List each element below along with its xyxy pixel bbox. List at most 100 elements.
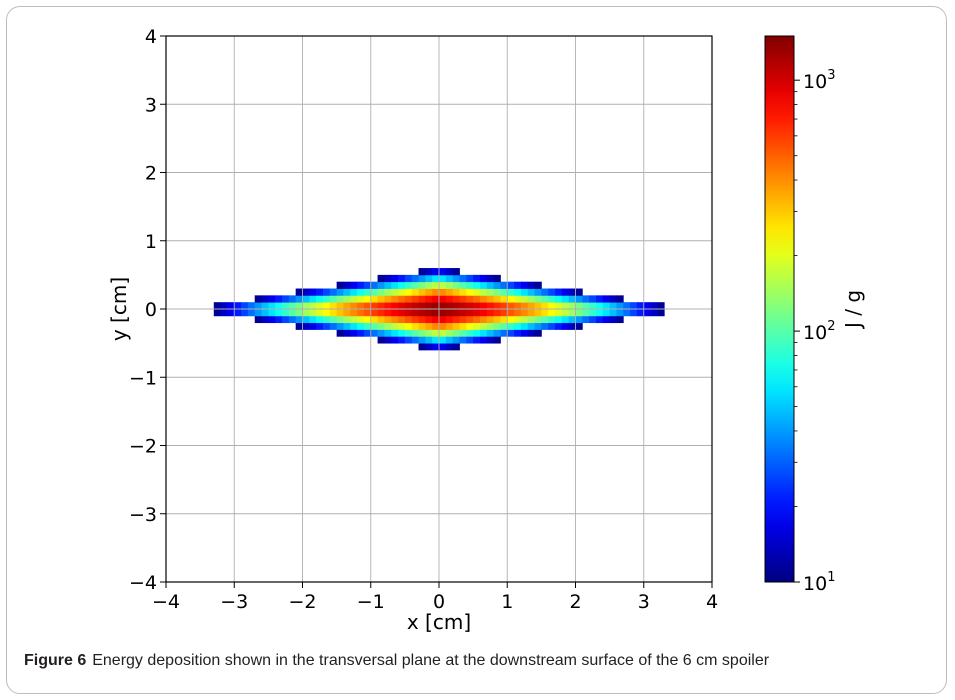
- heat-cell: [459, 274, 467, 283]
- heat-cell: [582, 302, 590, 310]
- heat-cell: [363, 288, 372, 296]
- heat-cell: [241, 309, 249, 317]
- heat-cell: [336, 309, 344, 317]
- heat-cell: [425, 288, 433, 296]
- heat-cell: [582, 315, 590, 324]
- heat-cell: [527, 329, 535, 337]
- heat-cell: [377, 288, 385, 296]
- heat-cell: [445, 268, 454, 276]
- heat-cell: [561, 315, 570, 324]
- heat-cell: [391, 309, 399, 317]
- heat-cell: [486, 288, 495, 296]
- heat-cell: [227, 309, 235, 317]
- heat-cell: [391, 336, 399, 344]
- heat-cell: [425, 268, 433, 276]
- heat-cell: [357, 309, 365, 317]
- heat-cell: [411, 295, 419, 303]
- heat-cell: [500, 322, 508, 330]
- heat-cell: [493, 329, 501, 337]
- heat-cell: [473, 295, 481, 303]
- heat-cell: [514, 309, 522, 317]
- y-axis-label: y [cm]: [107, 277, 131, 341]
- heat-cell: [520, 315, 529, 324]
- heat-cell: [384, 315, 392, 324]
- heat-cell: [343, 281, 351, 289]
- heat-cell: [398, 302, 406, 310]
- grid-lines: [166, 36, 712, 582]
- heat-cell: [548, 315, 556, 324]
- heat-cell: [432, 309, 440, 317]
- heat-cell: [425, 315, 433, 324]
- heat-cell: [459, 309, 467, 317]
- heat-cell: [452, 295, 460, 303]
- heat-cell: [411, 322, 419, 330]
- heat-cell: [445, 336, 454, 344]
- heat-cell: [439, 336, 447, 344]
- heat-cell: [514, 295, 522, 303]
- heat-cell: [445, 315, 454, 324]
- heat-cell: [418, 329, 426, 337]
- heat-cell: [527, 302, 535, 310]
- heat-cell: [377, 322, 385, 330]
- heat-cell: [384, 322, 392, 330]
- heat-cell: [418, 336, 426, 344]
- heat-cell: [452, 268, 460, 276]
- heat-cell: [439, 322, 447, 330]
- heat-cell: [363, 309, 372, 317]
- heat-cell: [357, 295, 365, 303]
- heat-cell: [295, 309, 303, 317]
- heat-cell: [241, 302, 249, 310]
- heat-cell: [459, 295, 467, 303]
- heat-cell: [282, 315, 290, 324]
- heat-cell: [589, 295, 597, 303]
- heat-cell: [595, 309, 604, 317]
- heat-cell: [466, 322, 474, 330]
- heat-cell: [500, 302, 508, 310]
- x-tick-label: 4: [706, 591, 718, 613]
- x-tick-label: 3: [638, 591, 650, 613]
- heat-cell: [575, 322, 583, 330]
- heat-cell: [432, 274, 440, 283]
- heat-cell: [357, 281, 365, 289]
- heat-cell: [261, 315, 269, 324]
- heat-cell: [486, 329, 495, 337]
- heat-cell: [445, 281, 454, 289]
- heat-cell: [377, 336, 385, 344]
- heat-cell: [541, 322, 549, 330]
- heat-cell: [479, 274, 488, 283]
- heat-cell: [575, 315, 583, 324]
- heat-cell: [295, 322, 303, 330]
- heat-cell: [541, 288, 549, 296]
- heat-cell: [322, 295, 331, 303]
- heat-cell: [452, 336, 460, 344]
- heat-cell: [527, 295, 535, 303]
- heat-cell: [268, 315, 276, 324]
- caption-text: Energy deposition shown in the transvers…: [92, 652, 770, 669]
- heat-cell: [288, 295, 297, 303]
- heat-cell: [254, 309, 262, 317]
- heat-cell: [309, 302, 317, 310]
- x-tick-label: −3: [220, 591, 248, 613]
- heat-cell: [616, 295, 624, 303]
- heat-cell: [439, 302, 447, 310]
- heat-cell: [534, 302, 542, 310]
- heat-cell: [527, 288, 535, 296]
- heat-cell: [582, 309, 590, 317]
- heat-cell: [411, 309, 419, 317]
- heat-cell: [343, 288, 351, 296]
- heat-cell: [357, 302, 365, 310]
- heat-cell: [534, 309, 542, 317]
- heat-cell: [398, 336, 406, 344]
- heat-cell: [466, 302, 474, 310]
- heat-cell: [384, 288, 392, 296]
- heat-cell: [500, 295, 508, 303]
- heat-cell: [520, 302, 529, 310]
- heat-cell: [425, 274, 433, 283]
- heat-cell: [309, 309, 317, 317]
- heat-cell: [520, 281, 529, 289]
- heat-cell: [261, 302, 269, 310]
- heat-cell: [609, 309, 617, 317]
- heat-cell: [479, 281, 488, 289]
- heat-cell: [316, 295, 324, 303]
- heat-cell: [370, 309, 378, 317]
